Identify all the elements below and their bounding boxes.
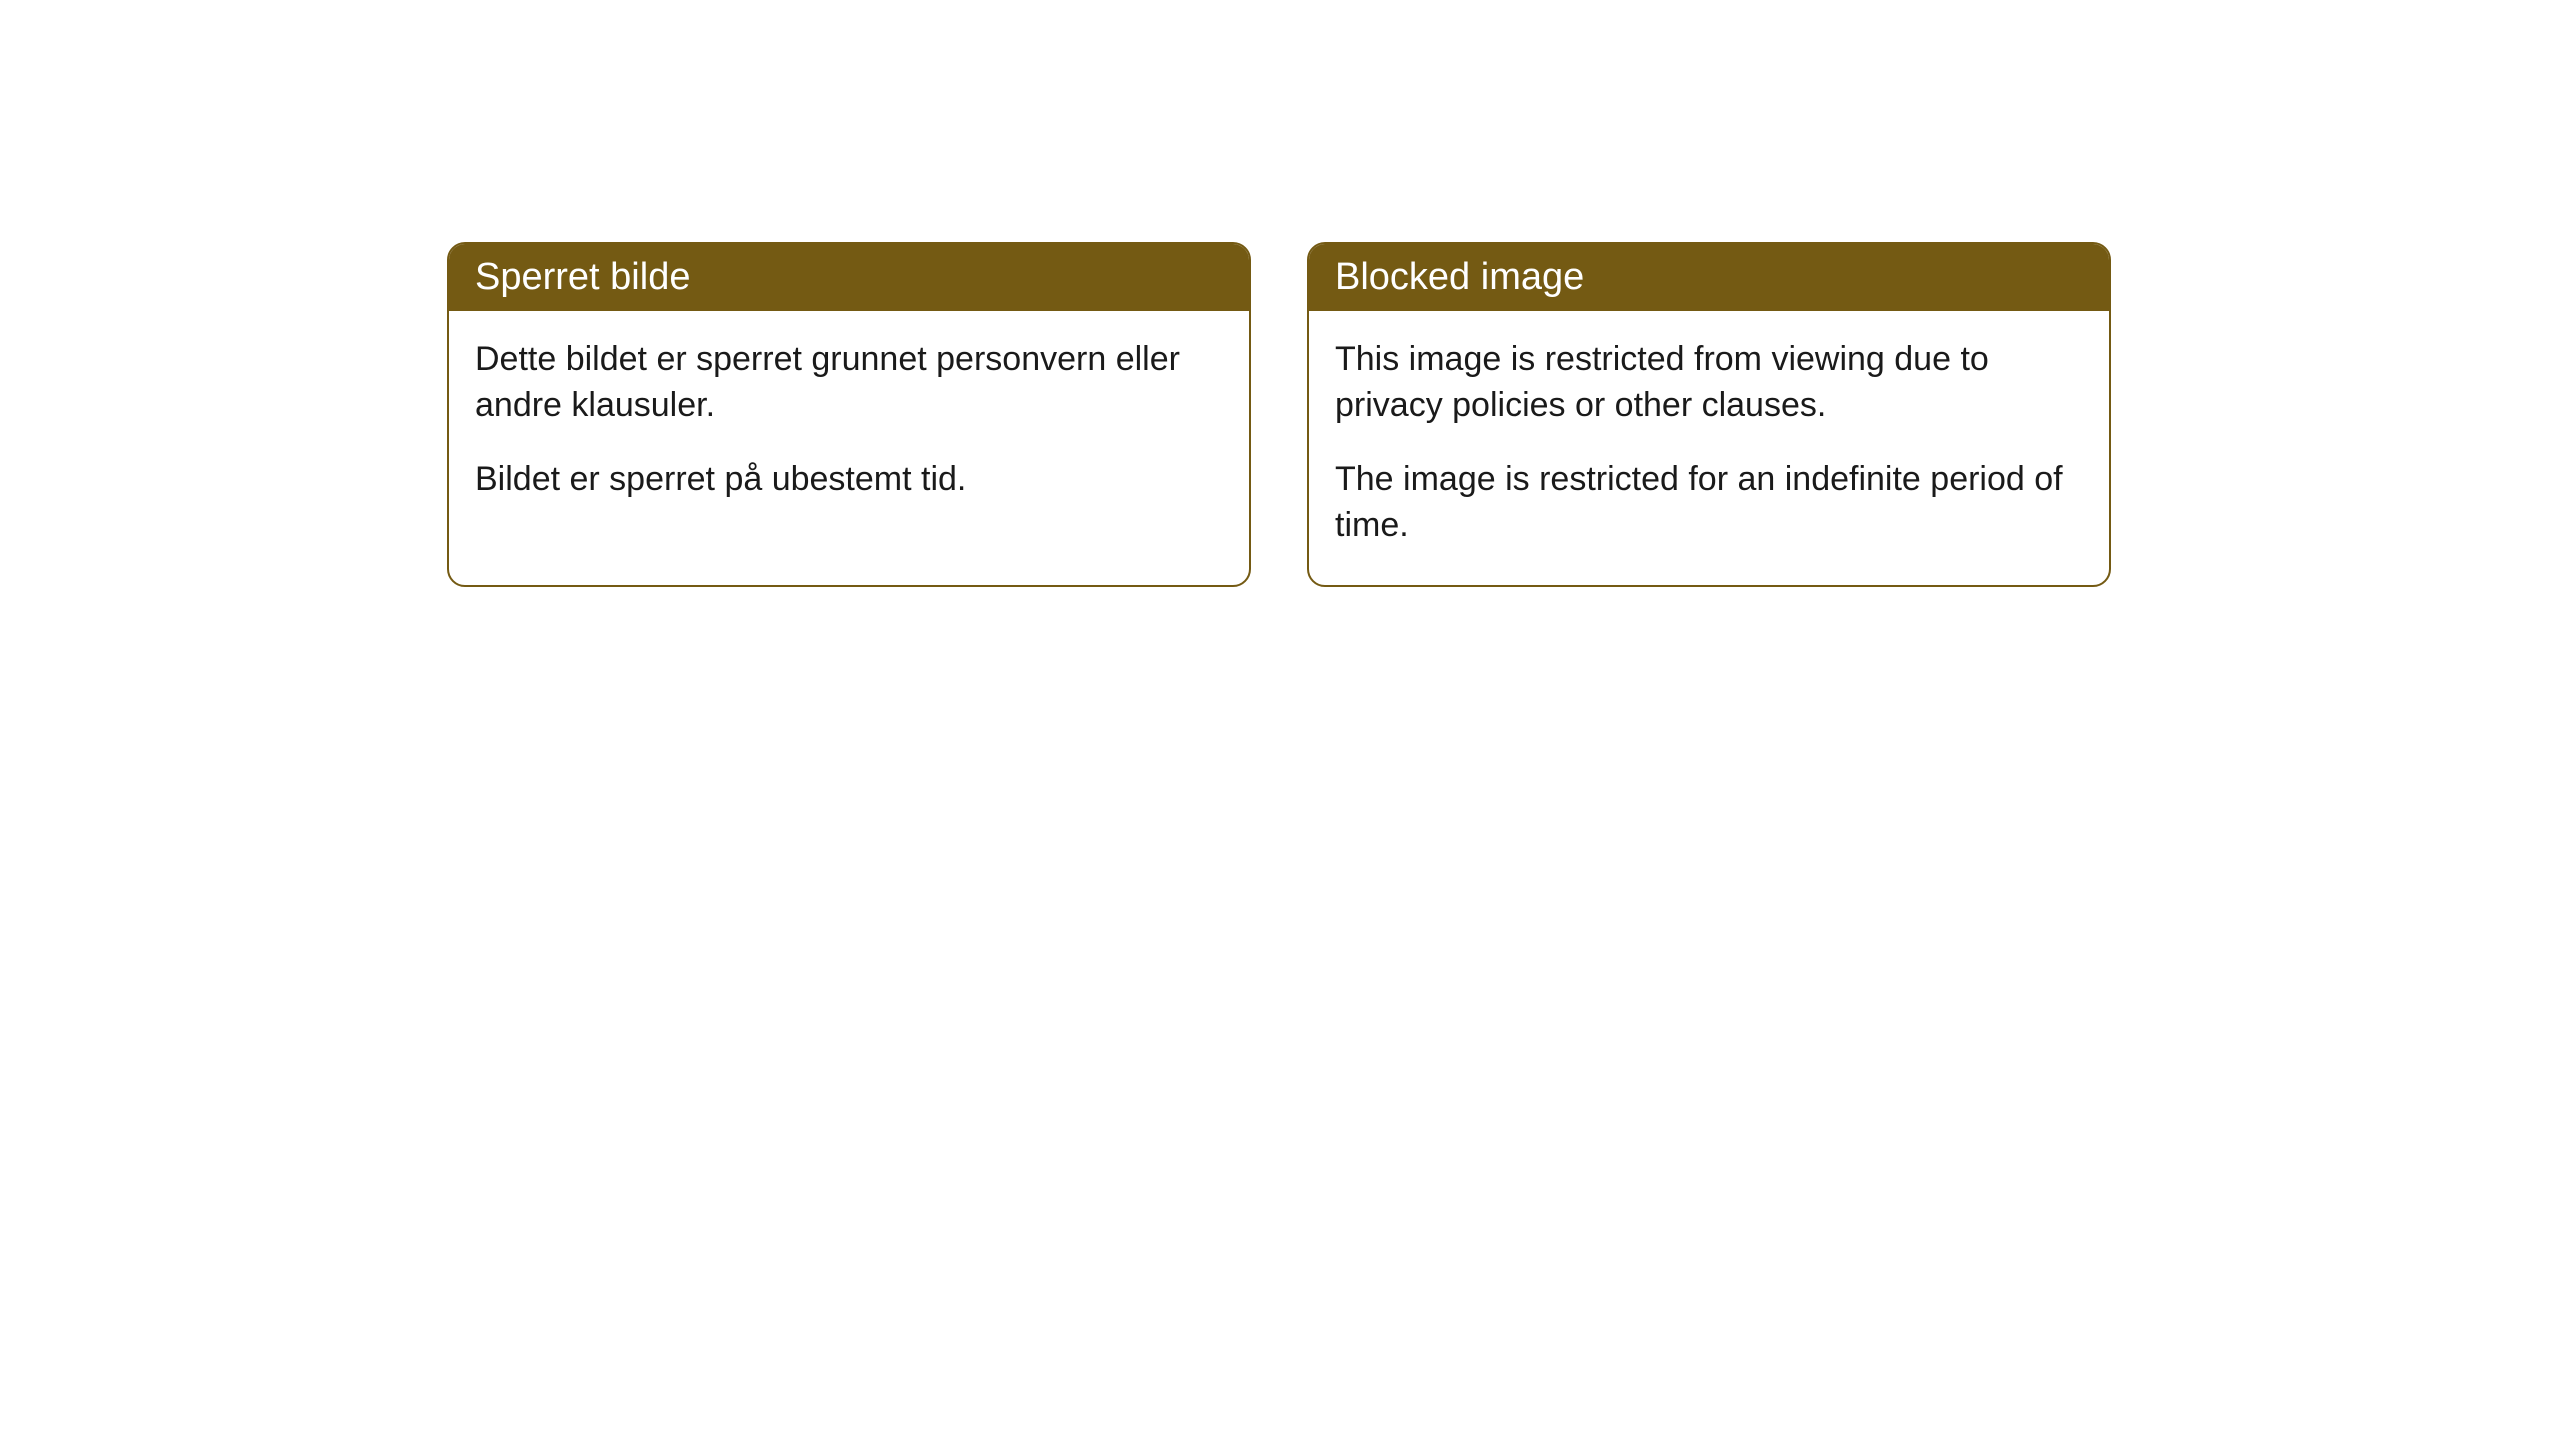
card-title: Blocked image: [1335, 256, 1584, 298]
card-body: This image is restricted from viewing du…: [1309, 311, 2109, 585]
card-paragraph: This image is restricted from viewing du…: [1335, 337, 2083, 429]
card-title: Sperret bilde: [475, 256, 690, 298]
card-paragraph: Bildet er sperret på ubestemt tid.: [475, 457, 1223, 503]
notice-cards-container: Sperret bilde Dette bildet er sperret gr…: [447, 242, 2111, 587]
notice-card-norwegian: Sperret bilde Dette bildet er sperret gr…: [447, 242, 1251, 587]
card-body: Dette bildet er sperret grunnet personve…: [449, 311, 1249, 539]
card-header: Blocked image: [1309, 244, 2109, 311]
card-header: Sperret bilde: [449, 244, 1249, 311]
card-paragraph: Dette bildet er sperret grunnet personve…: [475, 337, 1223, 429]
card-paragraph: The image is restricted for an indefinit…: [1335, 457, 2083, 549]
notice-card-english: Blocked image This image is restricted f…: [1307, 242, 2111, 587]
